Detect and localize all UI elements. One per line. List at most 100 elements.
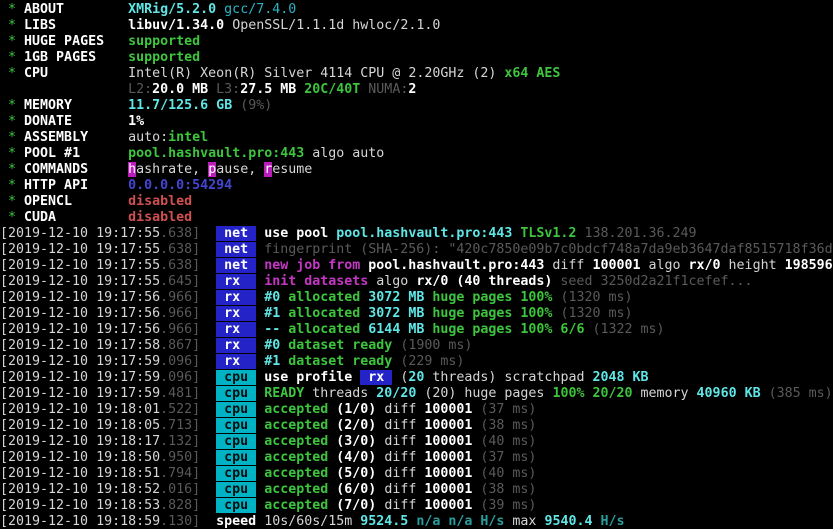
config-row-cuda: * CUDA disabled (0, 210, 833, 226)
log-tag-net: net (216, 226, 257, 241)
column-spacer (256, 514, 264, 529)
text-segment: allocated (288, 290, 369, 305)
timestamp: [2019-12-10 19:17:59 (0, 386, 161, 401)
log-row: [2019-12-10 19:17:55.645] rx init datase… (0, 274, 833, 290)
text-segment: accepted (264, 402, 337, 417)
text-segment: use profile (264, 370, 361, 385)
log-tag-net: net (216, 258, 257, 273)
text-segment: pool.hashvault.pro:443 (368, 258, 553, 273)
column-spacer (256, 482, 264, 497)
text-segment: threads (312, 386, 377, 401)
column-spacer (200, 354, 216, 369)
log-tag-cpu: cpu (216, 450, 257, 465)
text-segment: 100% 20/20 (552, 386, 641, 401)
text-segment: 1% (128, 114, 145, 129)
column-spacer (256, 450, 264, 465)
log-row: [2019-12-10 19:17:56.966] rx #1 allocate… (0, 306, 833, 322)
text-segment: x64 AES (504, 66, 561, 81)
config-label: MEMORY (24, 98, 73, 113)
log-tag-rx: rx (216, 338, 257, 353)
log-tag-cpu: cpu (216, 498, 257, 513)
column-spacer (256, 498, 264, 513)
text-segment: 100001 (424, 402, 481, 417)
config-row-memory: * MEMORY 11.7/125.6 GB (9%) (0, 98, 833, 114)
config-row-cpu-cache: L2:20.0 MB L3:27.5 MB 20C/40T NUMA:2 (0, 82, 833, 98)
config-row-huge-pages: * HUGE PAGES supported (0, 34, 833, 50)
log-row: [2019-12-10 19:17:55.638] net new job fr… (0, 258, 833, 274)
timestamp-ms: .132] (160, 434, 201, 449)
timestamp-ms: .638] (160, 242, 201, 257)
log-tag-rx: rx (216, 306, 257, 321)
timestamp: [2019-12-10 19:18:53 (0, 498, 161, 513)
bullet-icon: * (0, 130, 25, 145)
text-segment: esume (272, 162, 313, 177)
log-row: [2019-12-10 19:18:50.950] cpu accepted (… (0, 450, 833, 466)
timestamp: [2019-12-10 19:18:50 (0, 450, 161, 465)
text-segment: 20 (408, 370, 425, 385)
text-segment: h (128, 162, 137, 177)
text-segment: L3: (216, 82, 241, 97)
text-segment: #1 (264, 354, 289, 369)
text-segment: (1/0) (336, 402, 385, 417)
log-row: [2019-12-10 19:18:53.828] cpu accepted (… (0, 498, 833, 514)
text-segment: (5/0) (336, 466, 385, 481)
bullet-icon: * (0, 2, 25, 17)
text-segment: (40 threads) (456, 274, 561, 289)
text-segment: diff (552, 258, 593, 273)
text-segment: 1985964 (784, 258, 833, 273)
text-segment: diff (384, 402, 425, 417)
column-spacer (64, 2, 128, 17)
log-tag-rx: rx (216, 290, 257, 305)
text-segment: rx (360, 370, 393, 385)
text-segment: L2: (128, 82, 153, 97)
column-spacer (200, 418, 216, 433)
text-segment: 10s/60s/15m (264, 514, 361, 529)
column-spacer (88, 162, 128, 177)
text-segment: huge pages (432, 290, 521, 305)
log-tag-cpu: cpu (216, 482, 257, 497)
log-tag-speed: speed (216, 514, 257, 529)
bullet-icon: * (0, 162, 25, 177)
column-spacer (200, 306, 216, 321)
text-segment: (1322 ms) (592, 322, 665, 337)
text-segment: 20C/40T (304, 82, 369, 97)
timestamp-ms: .950] (160, 450, 201, 465)
text-segment: accepted (264, 450, 337, 465)
log-row: [2019-12-10 19:18:01.522] cpu accepted (… (0, 402, 833, 418)
bullet-icon: * (0, 34, 25, 49)
column-spacer (72, 114, 128, 129)
log-row: [2019-12-10 19:17:55.638] net fingerprin… (0, 242, 833, 258)
text-segment: 100001 (424, 482, 481, 497)
column-spacer (48, 66, 128, 81)
text-segment: r (264, 162, 273, 177)
column-spacer (72, 194, 128, 209)
text-segment: pool.hashvault.pro:443 (336, 226, 521, 241)
log-row: [2019-12-10 19:17:56.966] rx #0 allocate… (0, 290, 833, 306)
text-segment: 40960 KB (696, 386, 769, 401)
log-tag-cpu: cpu (216, 466, 257, 481)
column-spacer (256, 466, 264, 481)
text-segment: gcc/7.4.0 (216, 2, 297, 17)
column-spacer (256, 306, 264, 321)
config-label: OPENCL (24, 194, 73, 209)
text-segment: algo auto (304, 146, 385, 161)
column-spacer (256, 434, 264, 449)
timestamp: [2019-12-10 19:17:56 (0, 322, 161, 337)
timestamp-ms: .638] (160, 258, 201, 273)
timestamp: [2019-12-10 19:17:55 (0, 242, 161, 257)
timestamp-ms: .522] (160, 402, 201, 417)
text-segment: 2048 KB (592, 370, 649, 385)
log-row: [2019-12-10 19:17:55.638] net use pool p… (0, 226, 833, 242)
text-segment: dataset ready (288, 338, 401, 353)
bullet-icon: * (0, 210, 25, 225)
text-segment: 100001 (424, 466, 481, 481)
text-segment: p (208, 162, 217, 177)
text-segment: 6144 MB (368, 322, 433, 337)
log-tag-net: net (216, 242, 257, 257)
column-spacer (256, 258, 264, 273)
text-segment: 11.7/125.6 GB (128, 98, 241, 113)
config-row-1gb-pages: * 1GB PAGES supported (0, 50, 833, 66)
timestamp-ms: .481] (160, 386, 201, 401)
bullet-icon: * (0, 98, 25, 113)
